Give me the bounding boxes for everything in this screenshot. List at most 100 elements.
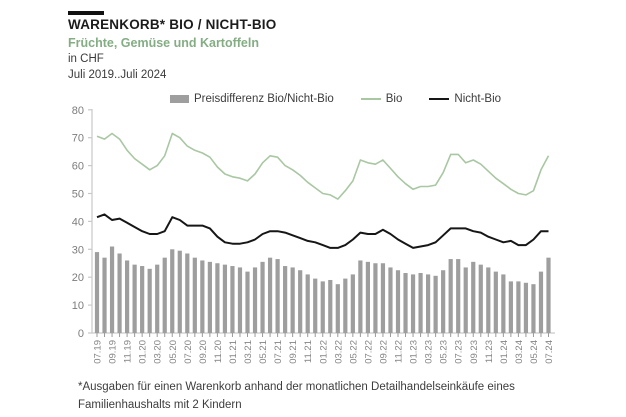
bar-07.23: [456, 259, 461, 333]
x-tick-label: 09.19: [108, 340, 119, 364]
x-tick-label: 11.19: [123, 340, 134, 363]
bar-08.23: [463, 267, 468, 333]
x-tick-label: 09.23: [469, 340, 480, 364]
y-tick-label: 60: [72, 161, 84, 173]
bar-11.20: [215, 263, 220, 333]
bar-10.19: [117, 253, 122, 333]
bar-07.22: [365, 261, 370, 333]
bar-06.21: [267, 257, 273, 333]
bar-12.22: [403, 273, 408, 333]
bar-11.23: [486, 267, 491, 333]
x-tick-label: 11.23: [484, 340, 495, 363]
x-tick-label: 11.21: [303, 340, 314, 363]
x-tick-label: 11.22: [394, 340, 405, 363]
bar-05.21: [260, 261, 265, 333]
line-swatch-icon: [360, 98, 381, 100]
x-tick-label: 01.23: [409, 340, 420, 364]
bar-06.22: [358, 260, 363, 333]
bar-05.22: [350, 274, 355, 333]
bar-05.23: [441, 270, 446, 333]
bar-01.23: [410, 274, 416, 333]
bar-12.20: [222, 264, 228, 333]
x-tick-label: 09.21: [288, 340, 299, 364]
bar-06.20: [177, 250, 182, 333]
bar-swatch-icon: [170, 95, 189, 103]
bar-03.22: [335, 284, 340, 333]
bar-01.24: [501, 274, 506, 333]
y-tick-label: 20: [72, 272, 84, 284]
legend-label: Bio: [385, 93, 403, 105]
y-tick-label: 80: [72, 105, 84, 117]
bar-11.19: [125, 260, 130, 333]
bar-05.20: [170, 249, 175, 333]
bar-09.19: [109, 246, 115, 333]
bar-06.23: [448, 259, 453, 333]
bar-02.20: [147, 268, 152, 333]
page-subtitle: Früchte, Gemüse und Kartoffeln: [68, 36, 259, 50]
bar-08.19: [102, 257, 107, 333]
x-tick-label: 01.24: [499, 340, 510, 364]
bar-02.22: [328, 279, 333, 333]
y-tick-label: 10: [72, 300, 84, 312]
legend-item-nichtbio: Nicht-Bio: [429, 93, 501, 105]
footnote-line-2: Familienhaushalts mit 2 Kindern: [78, 399, 242, 411]
bar-10.23: [478, 264, 483, 333]
bar-09.21: [290, 267, 295, 333]
bar-02.21: [237, 267, 243, 333]
bar-10.21: [298, 270, 303, 333]
bar-03.21: [245, 271, 250, 333]
bar-07.24: [546, 257, 551, 333]
bar-03.24: [516, 281, 521, 333]
bar-10.22: [388, 267, 393, 333]
bar-08.21: [283, 266, 288, 333]
x-tick-label: 07.19: [93, 340, 104, 364]
page-title: WARENKORB* BIO / NICHT-BIO: [68, 17, 277, 32]
bar-04.21: [252, 267, 258, 333]
footnote: *Ausgaben für einen Warenkorb anhand der…: [78, 378, 515, 414]
bar-08.20: [192, 257, 197, 333]
x-tick-label: 07.22: [363, 340, 374, 364]
x-tick-label: 03.22: [333, 340, 344, 364]
bar-11.21: [305, 274, 310, 333]
bar-12.19: [132, 264, 137, 333]
bar-08.22: [373, 263, 378, 333]
bar-04.23: [433, 275, 438, 333]
x-tick-label: 03.21: [243, 340, 254, 364]
y-tick-label: 70: [72, 133, 84, 145]
x-tick-label: 03.23: [424, 340, 435, 364]
footnote-line-1: *Ausgaben für einen Warenkorb anhand der…: [78, 381, 515, 393]
chart-legend: Preisdifferenz Bio/Nicht-Bio Bio Nicht-B…: [170, 93, 528, 105]
legend-label: Preisdifferenz Bio/Nicht-Bio: [194, 93, 334, 105]
bar-10.20: [207, 261, 212, 333]
bar-04.20: [162, 257, 167, 333]
x-tick-label: 11.20: [213, 340, 224, 363]
y-tick-label: 0: [78, 328, 84, 340]
x-tick-label: 05.22: [348, 340, 359, 364]
line-swatch-icon: [429, 98, 450, 100]
bar-09.20: [200, 260, 205, 333]
y-tick-label: 30: [72, 244, 84, 256]
x-tick-label: 03.20: [153, 340, 164, 364]
x-tick-label: 09.20: [198, 340, 209, 364]
x-tick-label: 05.21: [258, 340, 269, 364]
bar-09.23: [471, 261, 476, 333]
bar-07.20: [185, 253, 190, 333]
x-tick-label: 01.22: [318, 340, 329, 364]
bar-01.21: [230, 266, 235, 333]
y-tick-label: 40: [72, 216, 84, 228]
x-tick-label: 05.23: [439, 340, 450, 364]
bar-11.22: [395, 270, 401, 333]
bar-09.22: [380, 263, 386, 333]
x-tick-label: 05.20: [168, 340, 179, 364]
bar-03.20: [155, 264, 160, 333]
legend-label: Nicht-Bio: [454, 93, 502, 105]
bar-01.20: [140, 266, 145, 333]
bar-02.23: [418, 273, 423, 333]
nichtbio-line: [96, 213, 549, 249]
x-tick-label: 07.21: [273, 340, 284, 364]
x-tick-label: 07.24: [544, 340, 555, 364]
y-tick-label: 50: [72, 189, 84, 201]
date-range-label: Juli 2019..Juli 2024: [68, 68, 167, 81]
